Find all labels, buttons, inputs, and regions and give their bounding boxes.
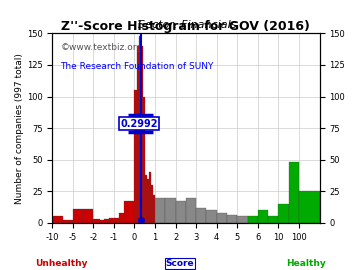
Bar — [73, 209, 83, 223]
Bar — [248, 217, 258, 223]
Bar — [299, 191, 320, 223]
Bar — [176, 201, 186, 223]
Y-axis label: Number of companies (997 total): Number of companies (997 total) — [15, 53, 24, 204]
Text: The Research Foundation of SUNY: The Research Foundation of SUNY — [60, 62, 213, 71]
Bar — [63, 220, 73, 223]
Bar — [165, 198, 176, 223]
Bar — [52, 217, 63, 223]
Bar — [83, 209, 93, 223]
Bar — [93, 219, 100, 223]
Text: 0.2992: 0.2992 — [120, 119, 158, 129]
Bar — [186, 198, 196, 223]
Bar — [109, 218, 114, 223]
Bar — [124, 201, 135, 223]
Bar — [104, 219, 109, 223]
Bar — [217, 213, 227, 223]
Bar — [196, 208, 206, 223]
Bar — [42, 217, 52, 223]
Bar — [100, 220, 107, 223]
Bar — [141, 46, 143, 223]
Bar — [136, 46, 139, 223]
Text: Healthy: Healthy — [286, 259, 326, 268]
Bar — [68, 221, 73, 223]
Bar — [145, 175, 147, 223]
Bar — [149, 172, 151, 223]
Bar — [139, 36, 141, 223]
Bar — [289, 162, 299, 223]
Bar — [258, 210, 268, 223]
Bar — [151, 185, 153, 223]
Text: Sector: Financials: Sector: Financials — [138, 20, 237, 30]
Bar — [268, 217, 278, 223]
Bar — [119, 213, 124, 223]
Bar — [147, 178, 149, 223]
Text: Unhealthy: Unhealthy — [35, 259, 87, 268]
Bar — [114, 218, 119, 223]
Title: Z''-Score Histogram for GOV (2016): Z''-Score Histogram for GOV (2016) — [62, 21, 310, 33]
Bar — [227, 215, 237, 223]
Bar — [153, 195, 155, 223]
Bar — [143, 97, 145, 223]
Bar — [206, 210, 217, 223]
Bar — [69, 221, 73, 223]
Bar — [155, 198, 165, 223]
Text: ©www.textbiz.org: ©www.textbiz.org — [60, 43, 143, 52]
Bar — [278, 204, 289, 223]
Bar — [135, 90, 136, 223]
Text: Score: Score — [166, 259, 194, 268]
Bar — [237, 217, 248, 223]
